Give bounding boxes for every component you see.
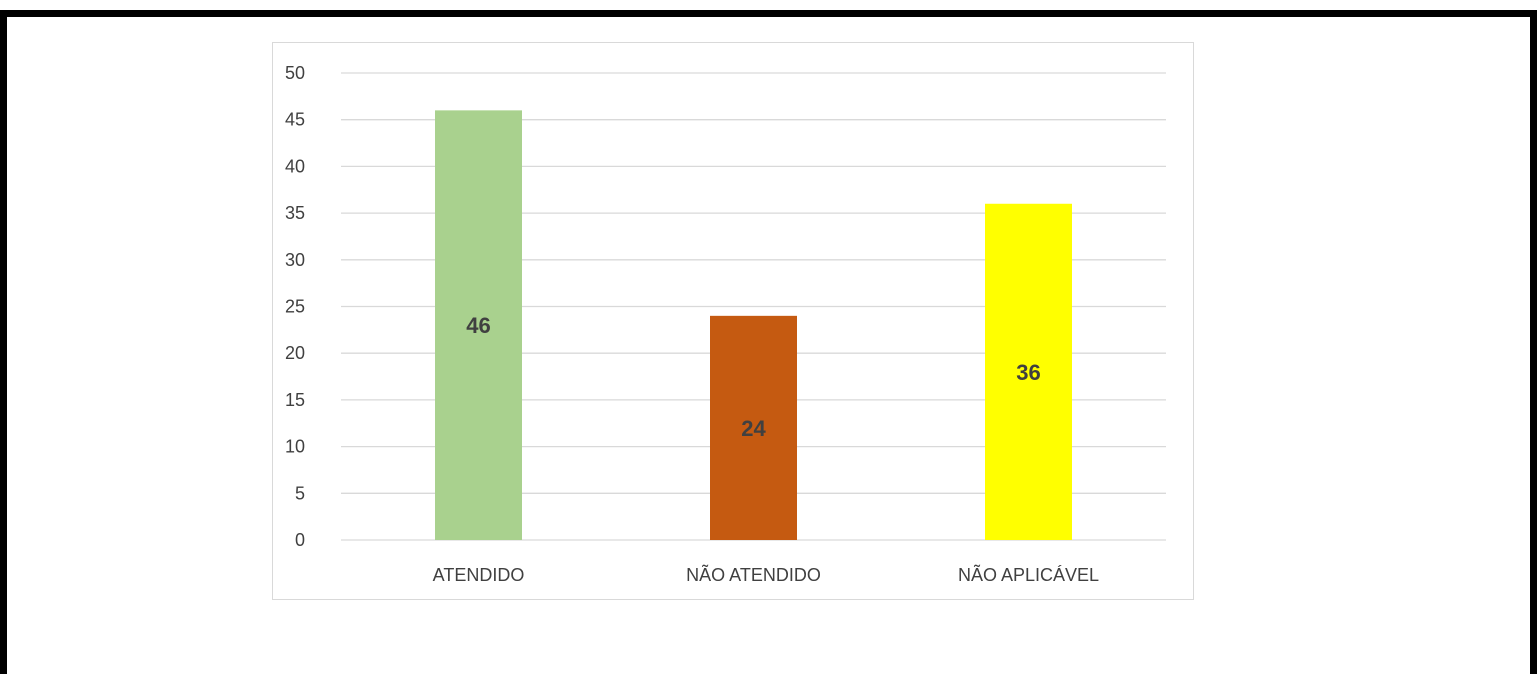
y-tick-label: 40	[285, 156, 305, 176]
bar-value-label: 24	[741, 416, 766, 441]
y-tick-label: 5	[295, 483, 305, 503]
x-category-label: ATENDIDO	[433, 565, 525, 585]
bar-2	[985, 203, 1072, 540]
y-tick-label: 35	[285, 203, 305, 223]
bar-value-label: 36	[1016, 360, 1040, 385]
y-axis-ticks: 0 5 10 15 20 25 30 35 40 45 50	[285, 63, 305, 550]
y-tick-label: 25	[285, 297, 305, 317]
y-tick-label: 10	[285, 437, 305, 457]
data-labels: 46 24 36	[466, 313, 1040, 441]
y-tick-label: 50	[285, 63, 305, 83]
frame-border-top	[0, 10, 1537, 17]
bar-0	[435, 110, 522, 541]
x-category-label: NÃO ATENDIDO	[686, 564, 821, 585]
x-axis-categories: ATENDIDO NÃO ATENDIDO NÃO APLICÁVEL	[433, 564, 1099, 585]
chart-panel: 0 5 10 15 20 25 30 35 40 45 50 46 24 36 ATENDIDO NÃO …	[272, 42, 1194, 600]
frame-border-right	[1530, 10, 1537, 674]
bar-1	[710, 315, 797, 540]
y-tick-label: 20	[285, 343, 305, 363]
bar-value-label: 46	[466, 313, 490, 338]
y-tick-label: 45	[285, 110, 305, 130]
frame-border-left	[0, 10, 7, 674]
y-tick-label: 15	[285, 390, 305, 410]
x-category-label: NÃO APLICÁVEL	[958, 564, 1099, 585]
y-tick-label: 30	[285, 250, 305, 270]
bars	[435, 110, 1072, 541]
y-tick-label: 0	[295, 530, 305, 550]
bar-chart: 0 5 10 15 20 25 30 35 40 45 50 46 24 36 ATENDIDO NÃO …	[285, 63, 1166, 585]
